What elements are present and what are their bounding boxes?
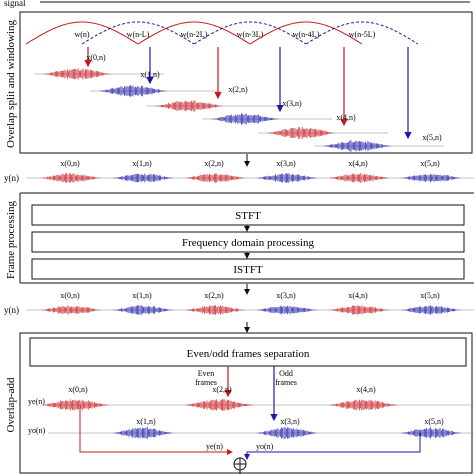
- row1-frame-label-5: x(5,n): [420, 159, 440, 168]
- row1-frame-4: [328, 173, 390, 183]
- overlap-split-section: [19, 11, 473, 154]
- odd-frame-1: [112, 427, 174, 439]
- row2-frame-3: [256, 305, 318, 315]
- window-label-2: w(n-2L): [181, 30, 208, 39]
- split-frame-label-5: x(5,n): [422, 133, 442, 142]
- ye-sum-label: ye(n): [206, 442, 223, 451]
- yo-signal-label: yo(n): [28, 426, 46, 435]
- odd-to-sum-line: [244, 433, 421, 460]
- row2-frame-label-5: x(5,n): [420, 291, 440, 300]
- odd-frame-label-3: x(3,n): [280, 417, 300, 426]
- split-frame-label-2: x(2,n): [228, 85, 248, 94]
- row1-frame-2: [184, 173, 246, 183]
- y-signal-label-1: y(n): [4, 173, 19, 183]
- overlap-split-title: Overlap split and windowing: [5, 19, 17, 148]
- row1-frame-label-2: x(2,n): [204, 159, 224, 168]
- even-odd-separation-label: Even/odd frames separation: [187, 348, 310, 360]
- odd-frames-label-2: frames: [275, 378, 297, 387]
- window-curve-4: [249, 21, 363, 45]
- row2-frame-label-0: x(0,n): [60, 291, 80, 300]
- odd-frame-3: [256, 427, 318, 439]
- even-frames-row: x(0,n) x(2,n) x(4,n): [40, 385, 474, 411]
- split-frame-label-0: x(0,n): [86, 53, 106, 62]
- y-signal-label-2: y(n): [4, 305, 19, 315]
- odd-frame-5: [400, 427, 462, 439]
- row2-frame-label-2: x(2,n): [204, 291, 224, 300]
- row2-frame-label-3: x(3,n): [276, 291, 296, 300]
- even-frame-0: [40, 399, 110, 411]
- odd-frame-label-1: x(1,n): [136, 417, 156, 426]
- odd-frame-label-5: x(5,n): [424, 417, 444, 426]
- even-frame-4: [328, 399, 398, 411]
- window-curve-3: [193, 21, 307, 45]
- overlap-add-section: [19, 332, 473, 474]
- row1-frame-label-4: x(4,n): [348, 159, 368, 168]
- split-frame-4: [266, 127, 336, 139]
- even-to-sum-line: [79, 405, 233, 455]
- windowed-frames: x(0,n) x(1,n) x(2,n) x(3,n) x(4,n) x(5,n): [34, 47, 444, 152]
- window-label-4: w(n-4L): [293, 30, 320, 39]
- window-curve-0: [25, 21, 139, 45]
- frequency-processing-label: Frequency domain processing: [182, 237, 314, 249]
- row2-frame-5: [400, 305, 462, 315]
- even-frames-label-1: Even: [198, 369, 214, 378]
- even-frame-label-4: x(4,n): [356, 385, 376, 394]
- split-frame-3: [210, 113, 280, 125]
- ye-signal-label: ye(n): [28, 397, 45, 406]
- stft-label: STFT: [235, 210, 261, 222]
- row2-frame-label-4: x(4,n): [348, 291, 368, 300]
- even-frames-label-2: frames: [195, 378, 217, 387]
- split-frame-1: [98, 85, 168, 97]
- split-frame-2: [154, 100, 224, 112]
- row2-frame-label-1: x(1,n): [132, 291, 152, 300]
- row2-frame-1: [112, 305, 174, 315]
- odd-frames-row: x(1,n) x(3,n) x(5,n): [48, 417, 474, 439]
- yo-sum-label: yo(n): [256, 442, 274, 451]
- istft-label: ISTFT: [233, 264, 263, 276]
- frames-row-after-processing: x(0,n) x(1,n) x(2,n) x(3,n) x(4,n) x(5,n): [26, 291, 474, 315]
- split-frame-label-1: x(1,n): [140, 70, 160, 79]
- split-frame-0: [42, 68, 112, 80]
- split-frame-5: [322, 140, 392, 152]
- even-frame-2: [184, 399, 254, 411]
- row1-frame-label-3: x(3,n): [276, 159, 296, 168]
- window-label-0: w(n): [74, 30, 89, 39]
- frequency-processing-box: [31, 231, 465, 253]
- row2-frame-0: [40, 305, 102, 315]
- row1-frame-0: [40, 173, 102, 183]
- window-functions: w(n) w(n-L) w(n-2L) w(n-3L) w(n-4L) w(n-5L): [25, 21, 419, 45]
- split-frame-label-3: x(3,n): [282, 99, 302, 108]
- row2-frame-4: [328, 305, 390, 315]
- row1-frame-label-1: x(1,n): [132, 159, 152, 168]
- window-curve-5: [305, 21, 419, 45]
- split-frame-label-4: x(4,n): [336, 113, 356, 122]
- window-label-3: w(n-3L): [237, 30, 264, 39]
- frame-processing-title: Frame processing: [5, 201, 17, 279]
- row1-frame-1: [112, 173, 174, 183]
- window-label-5: w(n-5L): [349, 30, 376, 39]
- row1-frame-5: [400, 173, 462, 183]
- even-frame-label-0: x(0,n): [68, 385, 88, 394]
- row1-frame-3: [256, 173, 318, 183]
- signal-label: signal: [4, 0, 26, 8]
- window-curve-2: [137, 21, 251, 45]
- row2-frame-2: [184, 305, 246, 315]
- row1-frame-label-0: x(0,n): [60, 159, 80, 168]
- odd-frames-label-1: Odd: [279, 369, 293, 378]
- frames-row-before-processing: x(0,n) x(1,n) x(2,n) x(3,n) x(4,n) x(5,n): [26, 159, 474, 183]
- even-frame-label-2: x(2,n): [212, 385, 232, 394]
- overlap-add-title: Overlap-add: [5, 377, 17, 432]
- stft-box: [31, 204, 465, 226]
- window-curve-1: [81, 21, 195, 45]
- window-label-1: w(n-L): [127, 30, 150, 39]
- even-odd-separation-box: [29, 337, 467, 367]
- istft-box: [31, 258, 465, 280]
